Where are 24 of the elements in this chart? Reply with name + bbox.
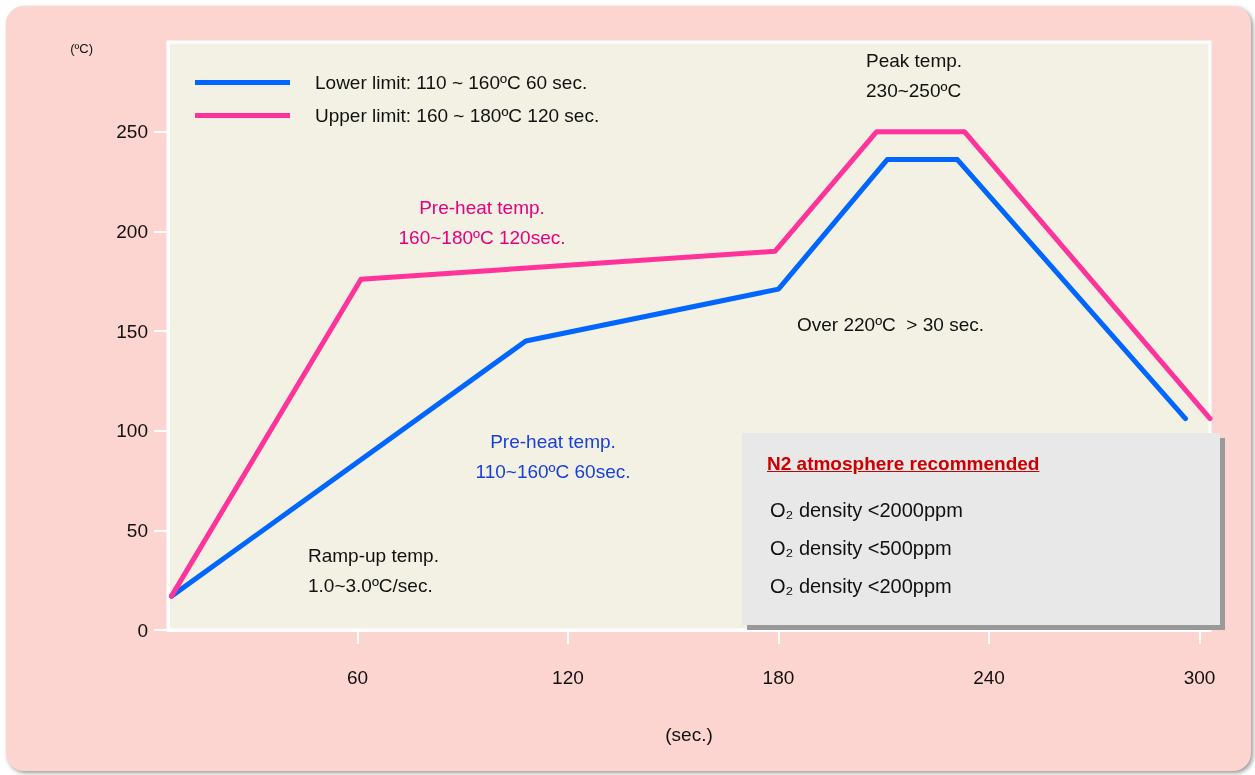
x-axis-title: (sec.) bbox=[665, 724, 713, 745]
x-tick-label: 60 bbox=[346, 667, 369, 688]
annotation: Pre-heat temp. 160~180ºC 120sec. bbox=[398, 196, 566, 248]
annotation: Pre-heat temp. 110~160ºC 60sec. bbox=[475, 430, 631, 482]
annotation: N2 atmosphere recommended bbox=[767, 453, 1040, 475]
y-tick-label: 50 bbox=[126, 519, 148, 541]
y-axis-title: (ºC) bbox=[70, 41, 93, 56]
y-tick-label: 0 bbox=[137, 619, 148, 641]
y-tick-label: 150 bbox=[116, 320, 148, 342]
x-tick-label: 180 bbox=[762, 667, 795, 688]
legend-label: Lower limit: 110 ~ 160ºC 60 sec. bbox=[315, 72, 588, 93]
annotation: Over 220ºC > 30 sec. bbox=[797, 313, 985, 335]
y-tick-label: 200 bbox=[116, 220, 148, 242]
annotation: Peak temp. 230~250ºC bbox=[866, 49, 963, 101]
y-tick-label: 100 bbox=[116, 420, 148, 442]
annotation: O₂ density <2000ppm bbox=[770, 499, 963, 522]
x-tick-label: 240 bbox=[973, 667, 1005, 688]
annotation: O₂ density <500ppm bbox=[770, 537, 952, 560]
annotation: O₂ density <200ppm bbox=[770, 575, 952, 598]
annotation: Ramp-up temp. 1.0~3.0ºC/sec. bbox=[308, 544, 439, 596]
y-tick-label: 250 bbox=[116, 121, 148, 143]
x-tick-label: 300 bbox=[1183, 667, 1216, 688]
x-tick-label: 120 bbox=[552, 667, 584, 688]
legend-label: Upper limit: 160 ~ 180ºC 120 sec. bbox=[315, 105, 600, 126]
